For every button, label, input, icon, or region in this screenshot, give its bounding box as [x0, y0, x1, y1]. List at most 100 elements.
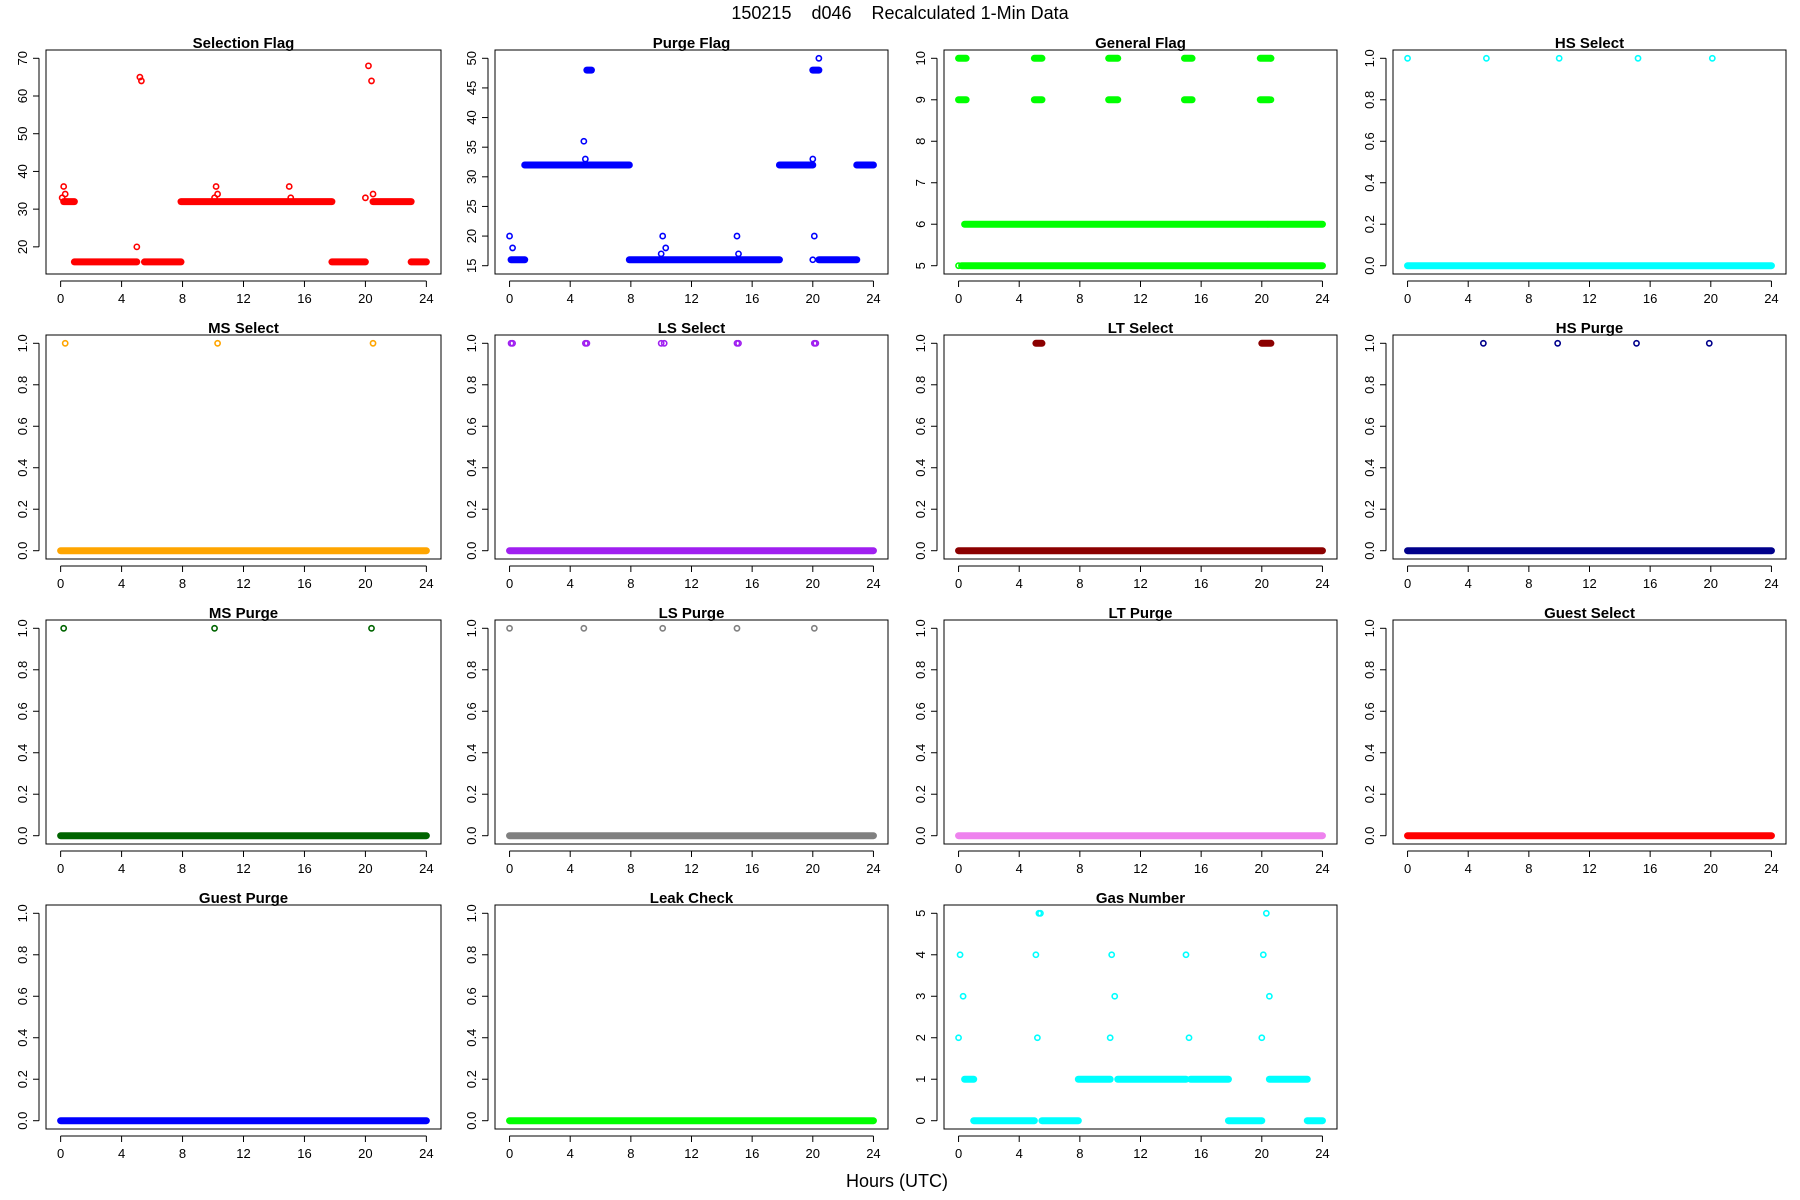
panel-title: MS Select — [208, 320, 279, 337]
plot-frame — [1392, 619, 1787, 845]
data-point — [1265, 992, 1273, 1000]
data-point — [1108, 951, 1116, 959]
plot-frame — [45, 334, 442, 560]
data-point — [369, 190, 377, 198]
y-tick-label: 0.2 — [15, 1070, 30, 1088]
x-tick-label: 24 — [866, 576, 880, 591]
x-tick-label: 24 — [866, 861, 880, 876]
x-tick-label: 20 — [1255, 1146, 1269, 1161]
data-point — [506, 624, 513, 632]
x-tick-label: 8 — [179, 1146, 186, 1161]
y-tick-label: 0.2 — [1362, 500, 1377, 518]
y-tick-label: 0.8 — [15, 946, 30, 964]
y-tick-label: 0.4 — [464, 1029, 479, 1047]
x-tick-label: 24 — [866, 1146, 880, 1161]
data-point — [1033, 1034, 1041, 1042]
x-tick-label: 24 — [419, 576, 433, 591]
plot-frame — [943, 334, 1338, 560]
x-tick-label: 24 — [1315, 1146, 1329, 1161]
y-tick-label: 40 — [464, 110, 479, 124]
x-tick-label: 12 — [1582, 861, 1596, 876]
panel-title: LT Purge — [1109, 605, 1173, 622]
plot-frame — [494, 619, 889, 845]
data-point — [61, 339, 69, 347]
y-tick-label: 0.8 — [15, 376, 30, 394]
y-tick-label: 5 — [913, 910, 928, 917]
y-tick-label: 1.0 — [1362, 334, 1377, 352]
x-tick-label: 4 — [1016, 576, 1023, 591]
y-tick-label: 0.4 — [1362, 744, 1377, 762]
y-tick-label: 15 — [464, 258, 479, 272]
data-point — [369, 339, 377, 347]
x-tick-label: 4 — [1016, 861, 1023, 876]
x-tick-label: 16 — [297, 291, 311, 306]
y-tick-label: 0.4 — [15, 459, 30, 477]
data-point — [1404, 54, 1411, 62]
plot-frame — [1392, 49, 1787, 275]
x-tick-label: 12 — [1582, 576, 1596, 591]
y-tick-label: 0.6 — [15, 987, 30, 1005]
x-tick-label: 12 — [236, 291, 250, 306]
x-tick-label: 20 — [806, 291, 820, 306]
x-tick-label: 20 — [806, 1146, 820, 1161]
y-tick-label: 0.8 — [1362, 376, 1377, 394]
panel-title: HS Select — [1555, 35, 1624, 52]
y-tick-label: 20 — [464, 229, 479, 243]
panel-ms-select: MS Select 0 4 8 12 16 20 24 0.0 0.2 0.4 0.6 0.8 1.0 — [15, 320, 442, 591]
panel-purge-flag: Purge Flag 0 4 8 12 16 20 24 15 20 25 30 35 40 45 50 — [464, 35, 889, 306]
y-tick-label: 0.8 — [1362, 661, 1377, 679]
x-tick-label: 8 — [1525, 861, 1532, 876]
data-point — [733, 232, 741, 240]
y-tick-label: 7 — [913, 179, 928, 186]
data-point — [581, 155, 589, 163]
data-point — [809, 256, 817, 264]
x-tick-label: 8 — [627, 576, 634, 591]
data-point — [735, 339, 742, 347]
x-tick-label: 12 — [236, 576, 250, 591]
y-tick-label: 6 — [913, 221, 928, 228]
data-point — [580, 624, 588, 632]
x-tick-label: 8 — [179, 291, 186, 306]
y-tick-label: 1.0 — [15, 904, 30, 922]
data-point — [60, 183, 68, 190]
x-tick-label: 12 — [1133, 576, 1147, 591]
x-tick-label: 0 — [57, 576, 64, 591]
x-tick-label: 24 — [419, 1146, 433, 1161]
x-tick-label: 4 — [118, 861, 125, 876]
x-axis-title: Hours (UTC) — [846, 1171, 948, 1191]
y-tick-label: 0.6 — [464, 987, 479, 1005]
data-point — [365, 62, 372, 70]
x-tick-label: 16 — [745, 291, 759, 306]
y-tick-label: 0.0 — [15, 1112, 30, 1130]
plot-frame — [45, 49, 442, 275]
data-point — [660, 339, 668, 347]
x-tick-label: 20 — [358, 576, 372, 591]
x-tick-label: 4 — [1465, 291, 1472, 306]
plot-frame — [1392, 334, 1787, 560]
y-tick-label: 2 — [913, 1034, 928, 1041]
data-point — [362, 194, 369, 202]
y-tick-label: 40 — [15, 164, 30, 178]
y-tick-label: 0.0 — [1362, 827, 1377, 845]
data-point — [955, 1034, 962, 1042]
data-point — [287, 194, 295, 202]
x-tick-label: 16 — [1194, 576, 1208, 591]
y-tick-label: 4 — [913, 951, 928, 958]
data-point — [60, 624, 68, 632]
plot-frame — [494, 49, 889, 275]
x-tick-label: 12 — [1133, 1146, 1147, 1161]
x-tick-label: 0 — [506, 576, 513, 591]
x-tick-label: 8 — [179, 576, 186, 591]
x-tick-label: 8 — [1525, 576, 1532, 591]
x-tick-label: 24 — [1315, 291, 1329, 306]
y-tick-label: 1 — [913, 1076, 928, 1083]
x-tick-label: 12 — [1133, 861, 1147, 876]
x-tick-label: 0 — [57, 861, 64, 876]
y-tick-label: 0.0 — [913, 542, 928, 560]
data-point — [1185, 1034, 1193, 1042]
data-point — [211, 624, 218, 632]
plot-frame — [45, 904, 442, 1130]
y-tick-label: 50 — [464, 51, 479, 65]
panel-leak-check: Leak Check 0 4 8 12 16 20 24 0.0 0.2 0.4 0.6 0.8 1.0 — [464, 890, 889, 1161]
y-tick-label: 0.0 — [464, 827, 479, 845]
